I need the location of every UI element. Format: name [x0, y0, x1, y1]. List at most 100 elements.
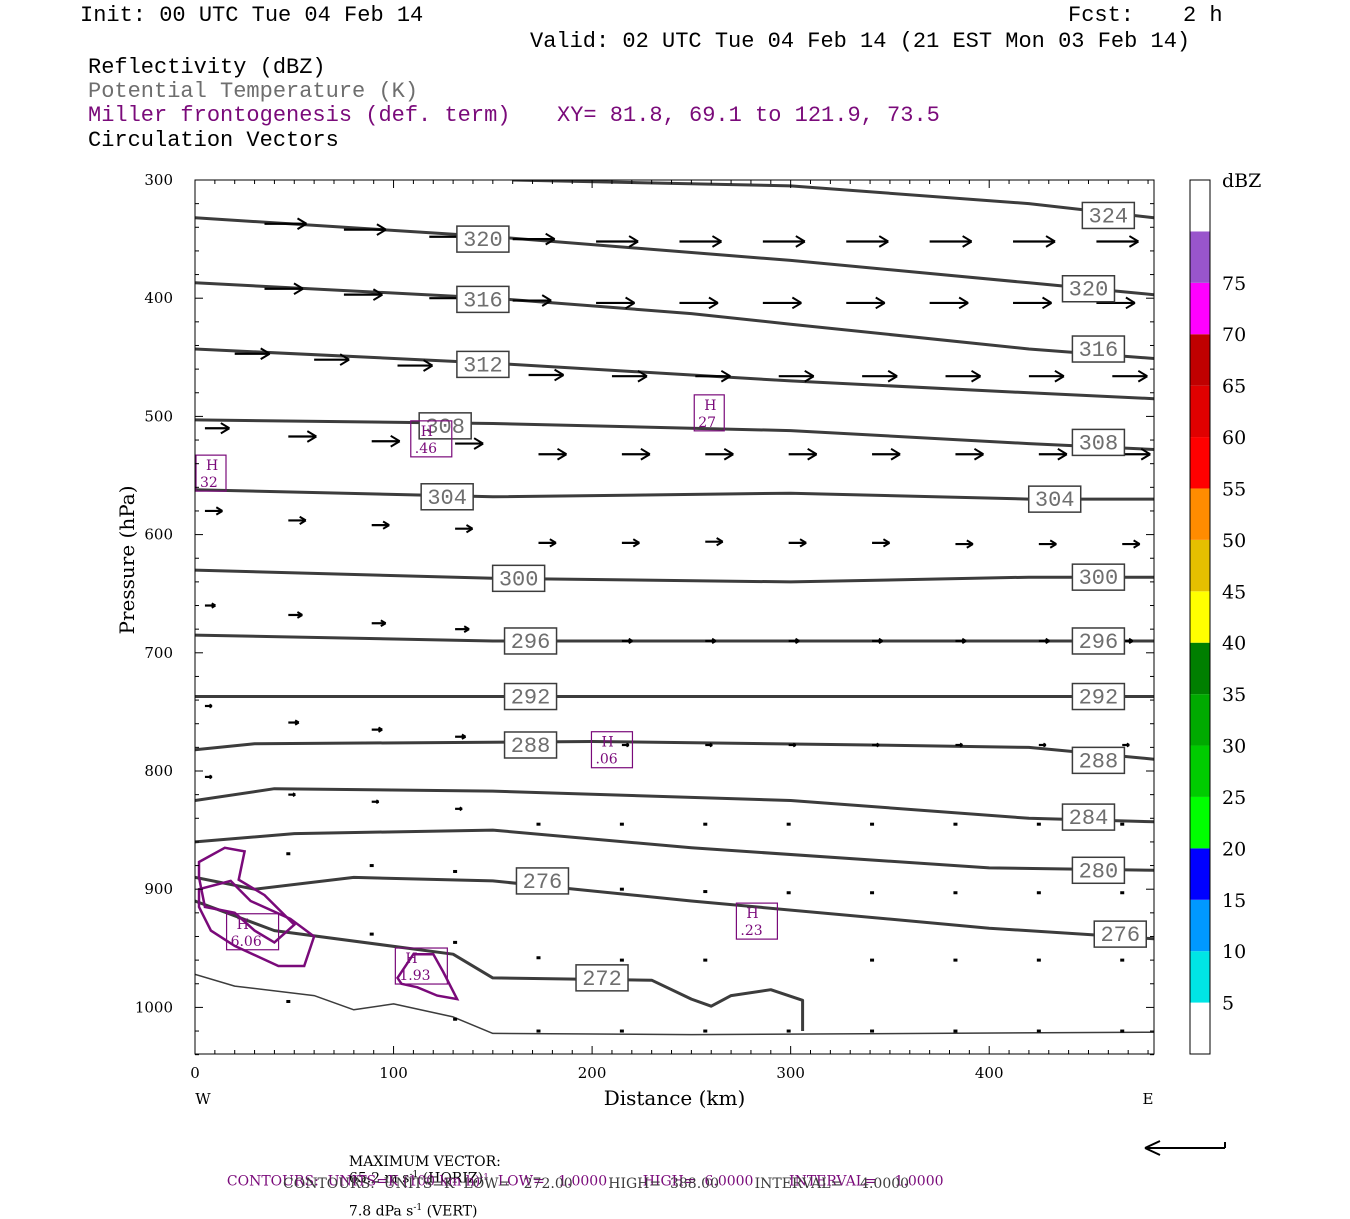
vector-dot: [619, 1029, 624, 1033]
vector-dot: [1036, 891, 1041, 895]
vector-head: [296, 217, 308, 230]
fronto-contour-range: LOW= 1.0000 HIGH= 6.0000 INTERVAL= 1.000…: [488, 1173, 944, 1190]
vector-dot: [369, 932, 374, 936]
high-marker: H1.93: [394, 947, 448, 985]
colorbar-level-label: 35: [1222, 684, 1246, 706]
vector-arrow: [1028, 369, 1065, 383]
vector-head: [890, 447, 901, 461]
vector-head: [882, 538, 891, 548]
theta-label-316: 316: [1071, 335, 1126, 363]
vector-head: [260, 347, 271, 361]
high-marker: H32: [195, 454, 227, 492]
colorbar-segment: [1190, 334, 1210, 386]
vector-head: [723, 447, 734, 461]
theta-label-box: [418, 412, 472, 440]
vector-arrow: [371, 726, 383, 733]
theta-label-box: [1071, 428, 1126, 457]
x-tick-label: 100: [379, 1064, 408, 1082]
colorbar-level-label: 60: [1222, 427, 1246, 449]
theta-label-box: [515, 867, 570, 895]
y-tick-label: 300: [144, 171, 173, 189]
vector-head: [390, 434, 401, 448]
vector-head: [372, 288, 383, 301]
vector-head: [637, 369, 648, 383]
colorbar-level-label: 10: [1222, 941, 1246, 963]
theta-label-text: 316: [1079, 338, 1119, 363]
vector-arrow: [955, 637, 967, 645]
vector-arrow: [455, 806, 463, 812]
theta-label-text: 304: [1035, 488, 1075, 513]
vector-head: [1128, 637, 1134, 645]
vector-arrow: [234, 347, 271, 361]
circulation-vectors: [204, 217, 1151, 1033]
theta-label-box: [575, 964, 629, 992]
theta-label-box: [491, 564, 546, 593]
colorbar-frame: [1189, 179, 1211, 1055]
max-vector-label: MAXIMUM VECTOR:: [348, 1154, 501, 1170]
theta-label-text: 304: [427, 486, 467, 511]
vector-dot: [1036, 958, 1041, 962]
high-marker-letter: H: [704, 398, 716, 414]
vector-head: [423, 359, 434, 372]
high-marker-box: [225, 913, 280, 951]
theta-label-text: 288: [1079, 749, 1119, 774]
vector-head: [208, 774, 213, 780]
vector-dot: [786, 1029, 791, 1033]
vector-dot: [1120, 958, 1125, 962]
theta-label-316: 316: [456, 285, 510, 313]
vector-head: [1045, 637, 1050, 645]
theta-label-text: 308: [1079, 431, 1119, 456]
colorbar-level-label: 25: [1222, 787, 1246, 809]
vector-head: [545, 232, 556, 246]
vector-dot: [870, 958, 875, 962]
vector-head: [792, 742, 797, 748]
vector-arrow: [288, 792, 296, 797]
vector-arrow: [695, 369, 731, 383]
colorbar-level-label: 5: [1222, 993, 1234, 1015]
vector-head: [959, 742, 963, 748]
vector-arrow: [788, 538, 807, 548]
high-marker-letter: H: [237, 917, 249, 933]
vector-arrow: [1013, 235, 1056, 248]
theta-label-box: [1081, 201, 1136, 230]
x-east-label: E: [1143, 1090, 1154, 1108]
colorbar-segment: [1190, 694, 1210, 746]
vector-arrow: [679, 235, 722, 248]
high-marker-value: .06: [595, 752, 617, 768]
theta-label-box: [1071, 627, 1126, 655]
theta-label-272: 272: [575, 964, 629, 992]
high-marker-letter: H: [421, 424, 433, 440]
vector-arrow: [343, 223, 387, 236]
vector-head: [625, 296, 636, 310]
valid-time: Valid: 02 UTC Tue 04 Feb 14 (21 EST Mon …: [530, 29, 1191, 54]
vector-arrow: [621, 742, 630, 748]
theta-contour-308: [195, 418, 1154, 451]
high-marker-value: .23: [740, 923, 762, 939]
colorbar-level-label: 65: [1222, 376, 1246, 398]
high-marker-box: [195, 454, 227, 492]
theta-label-296: 296: [503, 627, 558, 655]
vector-arrow: [455, 625, 470, 633]
vector-dot: [619, 822, 624, 826]
vector-arrow: [788, 742, 797, 748]
theta-contour-info: CONTOURS: UNITS=K LOW= 272.00 HIGH= 388.…: [283, 1176, 910, 1192]
vector-head: [1133, 539, 1141, 549]
vector-arrow: [455, 524, 474, 534]
theta-label-320: 320: [456, 225, 510, 253]
theta-contour-sfc: [195, 973, 1154, 1036]
max-vector-vert-exp: -1: [413, 1202, 423, 1213]
colorbar-level-label: 15: [1222, 890, 1246, 912]
y-tick-label: 700: [144, 644, 173, 662]
vector-head: [878, 235, 889, 248]
vector-head: [971, 369, 982, 383]
legend-theta: Potential Temperature (K): [88, 79, 419, 104]
colorbar-segment: [1190, 539, 1210, 592]
colorbar-level-label: 70: [1222, 324, 1246, 346]
x-west-label: W: [195, 1090, 211, 1108]
vector-dot: [953, 958, 958, 962]
theta-label-text: 276: [1100, 923, 1140, 948]
vector-arrow: [538, 538, 557, 548]
high-marker-letter: H: [746, 906, 758, 922]
vector-arrow: [455, 437, 484, 450]
